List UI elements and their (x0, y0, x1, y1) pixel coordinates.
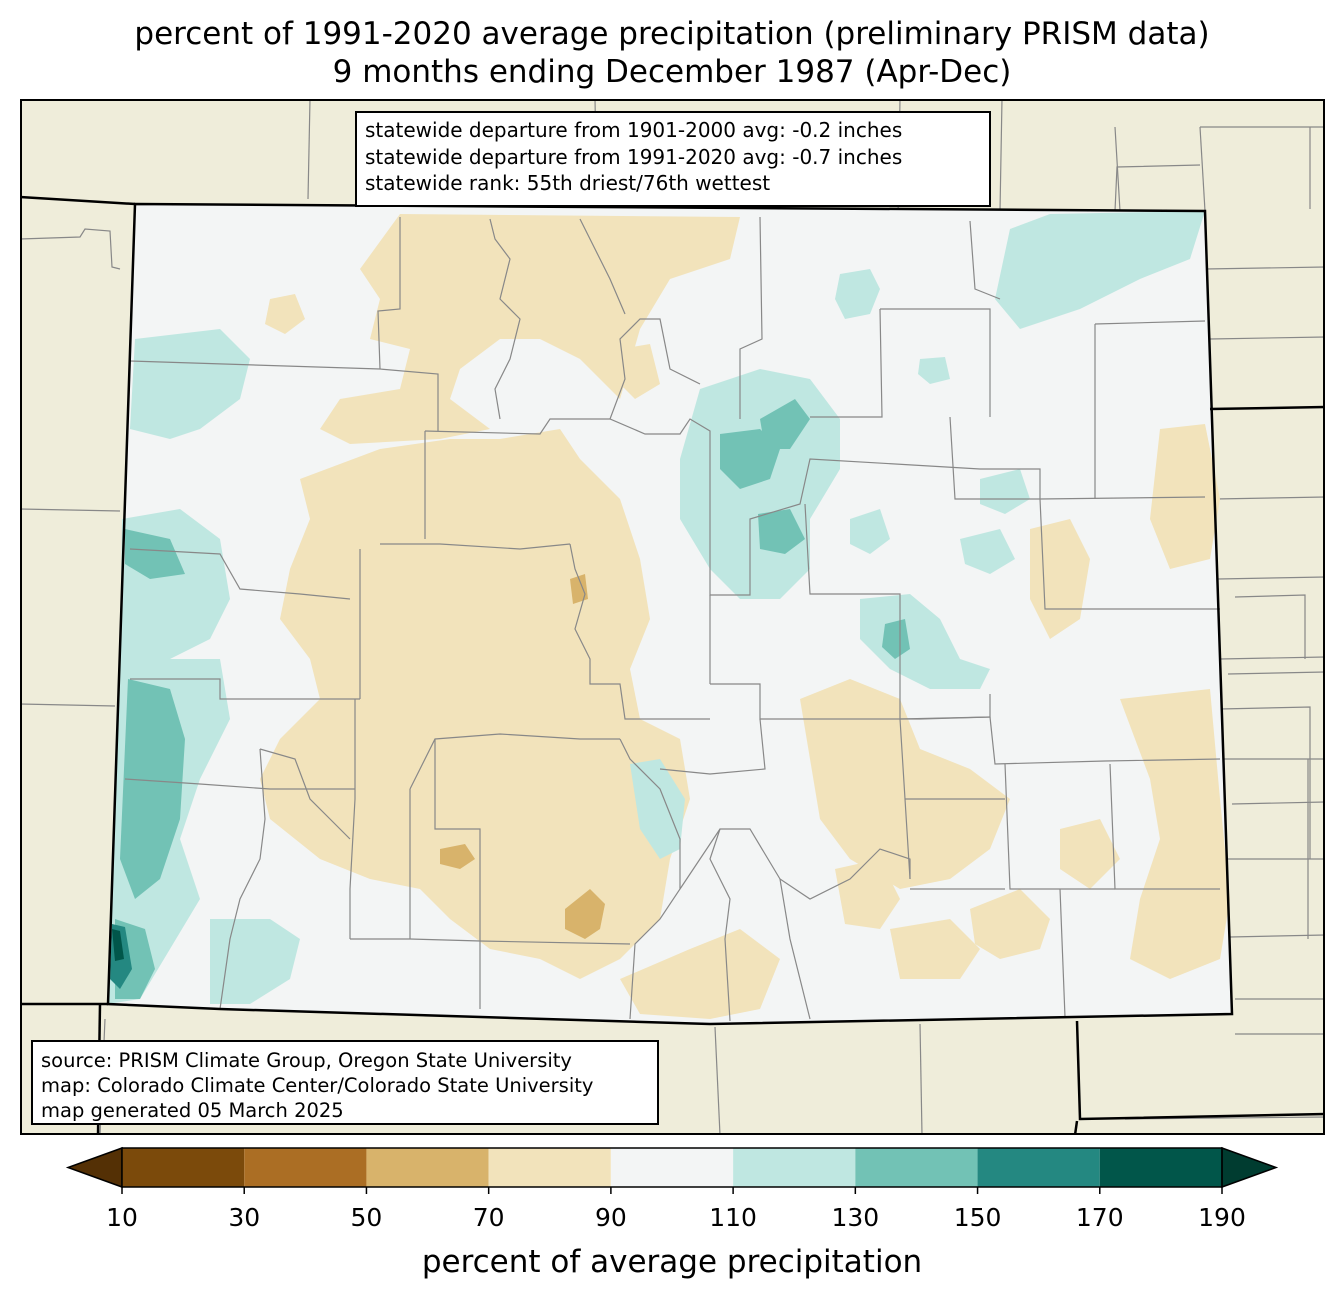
colorbar-segment (488, 1148, 611, 1187)
colorbar-segment (855, 1148, 978, 1187)
colorbar-segment (122, 1148, 245, 1187)
map-panel (20, 99, 1325, 1135)
colorbar-tick-label: 10 (106, 1203, 138, 1232)
colorbar-tick-label: 110 (709, 1203, 757, 1232)
precip-130-150-areas (115, 399, 910, 999)
precip-150-190-areas (110, 924, 132, 989)
colorbar-tick-label: 90 (594, 1203, 627, 1232)
colorbar-over-arrow (1221, 1146, 1279, 1189)
statewide-rank: statewide rank: 55th driest/76th wettest (365, 171, 771, 195)
colorbar-tick-label: 170 (1075, 1203, 1124, 1232)
departure-1901-2000: statewide departure from 1901-2000 avg: … (365, 118, 903, 142)
colorbar-segment (977, 1148, 1100, 1187)
colorbar-segment (244, 1148, 367, 1187)
colorbar-segment (610, 1148, 734, 1187)
map-title-line1: percent of 1991-2020 average precipitati… (134, 16, 1210, 52)
map-title-line2: 9 months ending December 1987 (Apr-Dec) (332, 54, 1012, 90)
colorbar-under-arrow (65, 1146, 123, 1189)
colorbar-segment (733, 1148, 856, 1187)
colorbar-label: percent of average precipitation (421, 1244, 923, 1280)
colorbar-tick-label: 50 (350, 1203, 383, 1232)
generated-date-line: map generated 05 March 2025 (41, 1099, 344, 1122)
colorbar-tick-label: 130 (831, 1203, 880, 1232)
source-box: source: PRISM Climate Group, Oregon Stat… (31, 1040, 659, 1125)
colorbar-tick-label: 150 (953, 1203, 1002, 1232)
colorado-county-lines (124, 216, 1221, 1022)
statewide-stats-box: statewide departure from 1901-2000 avg: … (355, 111, 991, 207)
colorbar-segment (366, 1148, 489, 1187)
colorbar-outline (121, 1147, 1223, 1188)
map-credit-line: map: Colorado Climate Center/Colorado St… (41, 1074, 594, 1097)
colorbar-segments (65, 1146, 1279, 1194)
colorbar-tick-label: 70 (472, 1203, 505, 1232)
source-line: source: PRISM Climate Group, Oregon Stat… (41, 1049, 572, 1072)
precip-70-90-areas (260, 214, 1230, 1019)
colorbar-segment (1099, 1148, 1222, 1187)
colorbar-tick-label: 30 (228, 1203, 261, 1232)
precip-50-70-areas (440, 574, 605, 939)
colorbar-tick-label: 190 (1198, 1203, 1246, 1232)
departure-1991-2020: statewide departure from 1991-2020 avg: … (365, 144, 903, 169)
map-border (20, 99, 1325, 1135)
colorbar (65, 1146, 1279, 1194)
